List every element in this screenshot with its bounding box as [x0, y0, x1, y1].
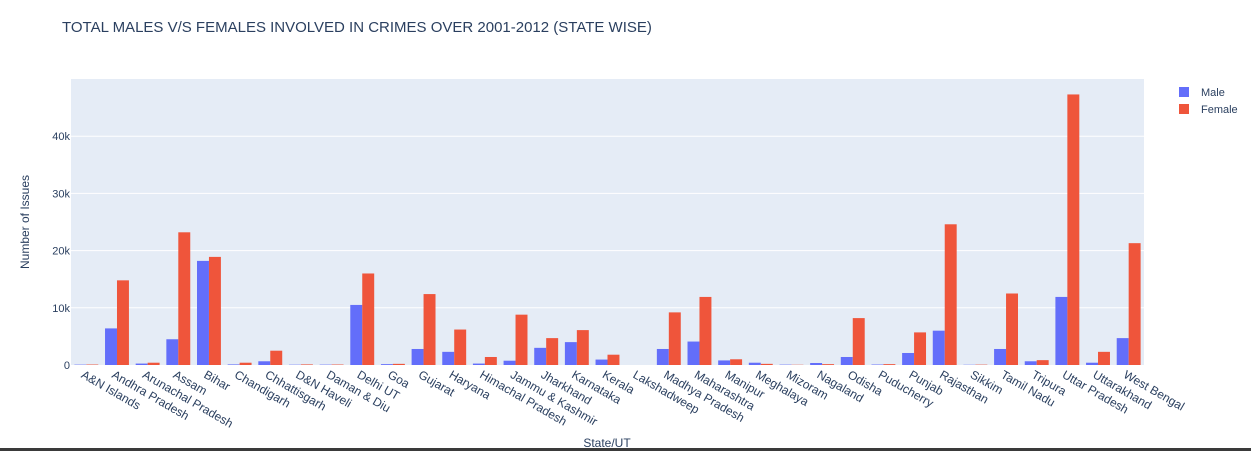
- legend: Male Female: [1179, 87, 1238, 116]
- bar-male[interactable]: [105, 328, 117, 365]
- bar-female[interactable]: [178, 232, 191, 365]
- bar-female[interactable]: [423, 294, 436, 365]
- bar-female[interactable]: [944, 224, 957, 365]
- bar-female[interactable]: [392, 363, 405, 365]
- legend-label-female[interactable]: Female: [1201, 104, 1238, 116]
- bar-male[interactable]: [687, 341, 700, 365]
- bar-male[interactable]: [994, 348, 1007, 365]
- bar-female[interactable]: [1067, 94, 1080, 365]
- bar-female[interactable]: [1006, 293, 1018, 366]
- bar-female[interactable]: [147, 362, 160, 365]
- bar-male[interactable]: [411, 348, 424, 365]
- bar-male[interactable]: [166, 339, 179, 365]
- bar-female[interactable]: [1128, 243, 1141, 365]
- y-tick-label: 10k: [52, 303, 70, 315]
- plot-background: [71, 79, 1144, 365]
- bar-female[interactable]: [270, 350, 283, 365]
- bar-female[interactable]: [454, 329, 467, 365]
- bar-male[interactable]: [380, 364, 393, 365]
- bar-female[interactable]: [362, 273, 375, 365]
- bar-male[interactable]: [1024, 361, 1037, 365]
- bar-female[interactable]: [730, 359, 743, 365]
- bar-male[interactable]: [810, 362, 823, 365]
- bar-female[interactable]: [239, 362, 252, 365]
- legend-swatch-female[interactable]: [1179, 104, 1189, 114]
- bar-male[interactable]: [718, 360, 731, 365]
- bar-male[interactable]: [503, 360, 516, 365]
- bar-male[interactable]: [258, 361, 271, 365]
- y-tick-label: 30k: [52, 188, 70, 200]
- bar-female[interactable]: [1036, 360, 1049, 365]
- bar-male[interactable]: [135, 363, 148, 365]
- bar-female[interactable]: [668, 312, 681, 365]
- bar-female[interactable]: [484, 356, 497, 365]
- bar-female[interactable]: [607, 354, 620, 365]
- bar-male[interactable]: [1116, 338, 1129, 365]
- bar-female[interactable]: [852, 318, 865, 365]
- bar-male[interactable]: [840, 356, 853, 365]
- bar-female[interactable]: [1098, 351, 1110, 365]
- chart-title: TOTAL MALES V/S FEMALES INVOLVED IN CRIM…: [62, 19, 652, 36]
- x-axis-label: State/UT: [583, 436, 631, 450]
- legend-swatch-male[interactable]: [1179, 87, 1189, 97]
- window-bottom-border: [0, 448, 1251, 451]
- bar-male[interactable]: [932, 330, 945, 365]
- bar-male[interactable]: [595, 359, 608, 365]
- bar-male[interactable]: [902, 352, 915, 365]
- bar-female[interactable]: [116, 280, 129, 365]
- bar-male[interactable]: [350, 304, 363, 365]
- bar-male[interactable]: [472, 363, 485, 365]
- legend-label-male[interactable]: Male: [1201, 87, 1225, 99]
- bar-male[interactable]: [227, 364, 240, 365]
- bar-female[interactable]: [822, 364, 835, 365]
- bar-male[interactable]: [564, 342, 577, 365]
- bar-male[interactable]: [197, 260, 209, 365]
- bar-male[interactable]: [748, 362, 761, 365]
- y-axis-label: Number of Issues: [18, 175, 32, 269]
- bar-female[interactable]: [546, 338, 559, 365]
- bar-female[interactable]: [300, 364, 313, 365]
- bar-female[interactable]: [760, 363, 773, 365]
- bar-male[interactable]: [656, 348, 669, 365]
- y-tick-label: 40k: [52, 131, 70, 143]
- y-tick-label: 0: [64, 360, 70, 372]
- bar-male[interactable]: [1086, 362, 1099, 365]
- bar-female[interactable]: [914, 332, 927, 365]
- bar-female[interactable]: [699, 296, 712, 365]
- bar-female[interactable]: [576, 330, 589, 365]
- bar-female[interactable]: [208, 256, 221, 365]
- bar-male[interactable]: [1055, 296, 1068, 365]
- y-tick-label: 20k: [52, 246, 70, 258]
- bar-male[interactable]: [442, 351, 455, 365]
- bar-female[interactable]: [883, 364, 896, 365]
- bar-female[interactable]: [515, 314, 528, 365]
- bar-male[interactable]: [534, 347, 547, 365]
